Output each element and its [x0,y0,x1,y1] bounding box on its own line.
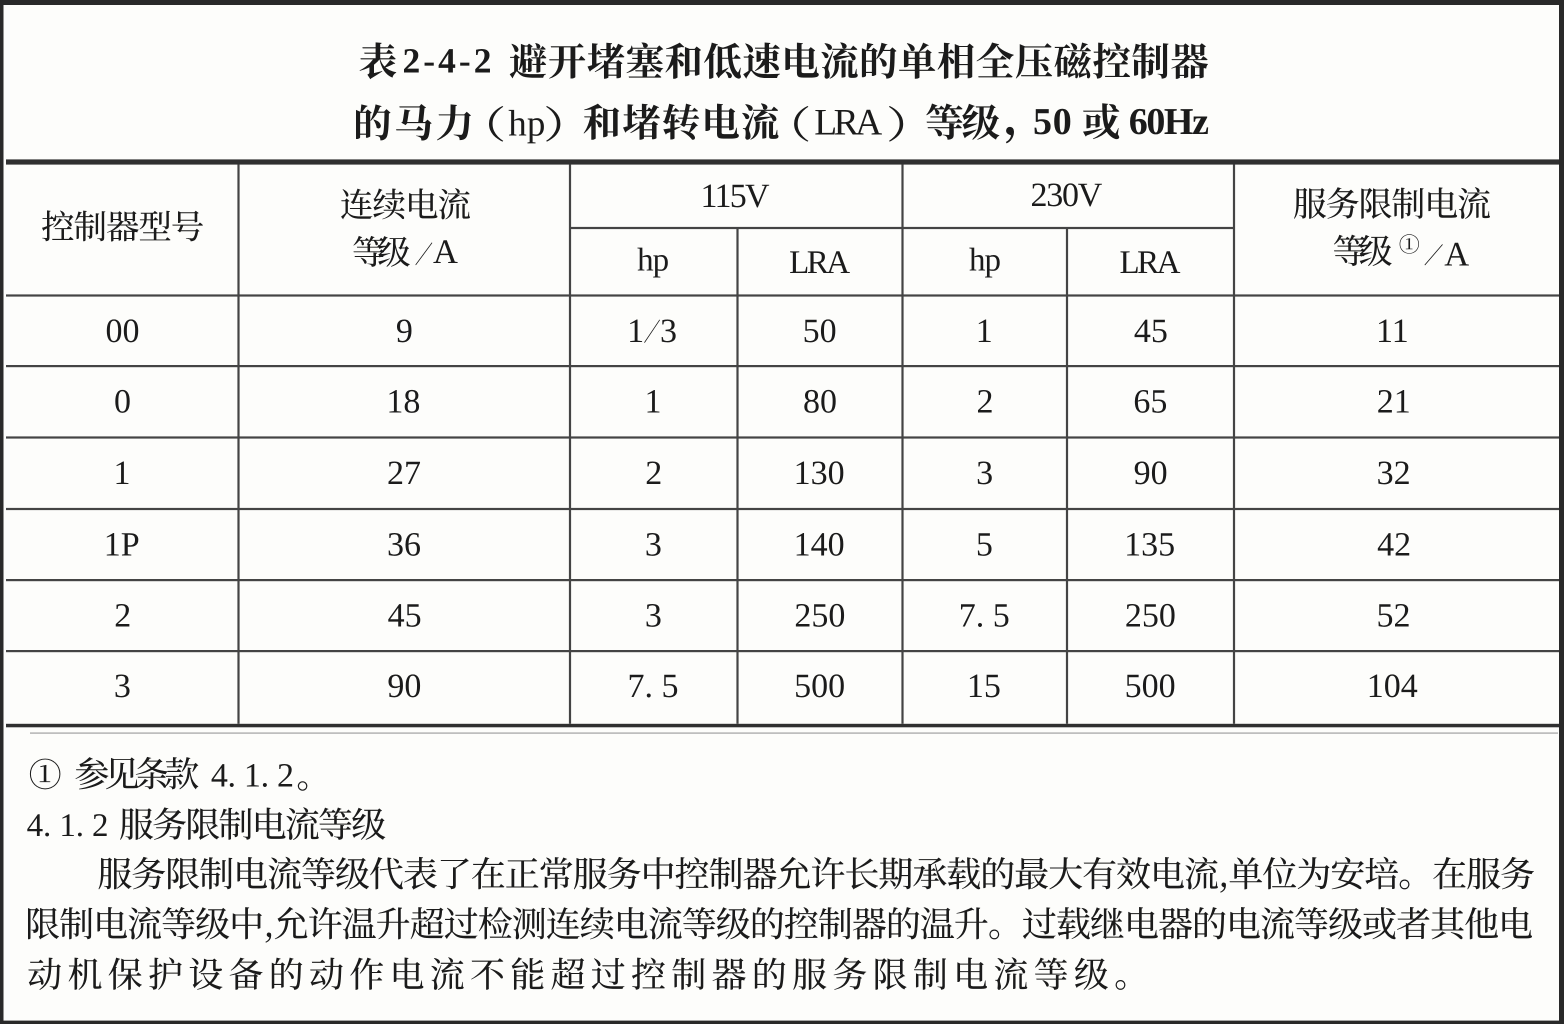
svg-text:1: 1 [645,384,662,421]
svg-text:hp: hp [508,104,545,145]
svg-text:1: 1 [976,313,993,350]
svg-text:A: A [1444,235,1469,273]
svg-text:hp: hp [969,243,1001,279]
svg-text:2: 2 [114,598,131,635]
svg-text:50: 50 [803,313,837,350]
svg-text:1: 1 [114,455,131,492]
svg-text:1P: 1P [104,527,140,564]
svg-text:9: 9 [396,313,413,350]
svg-text:1: 1 [627,313,644,350]
svg-text:42: 42 [1377,527,1411,564]
svg-text:90: 90 [387,668,421,705]
svg-text:250: 250 [1125,598,1176,635]
svg-text:135: 135 [1124,527,1175,564]
svg-text:104: 104 [1367,668,1418,705]
svg-text:36: 36 [387,527,421,564]
svg-text:0: 0 [114,384,131,421]
svg-text:00: 00 [106,313,140,350]
svg-text:250: 250 [794,598,845,635]
svg-text:5: 5 [976,527,993,564]
svg-text:130: 130 [794,455,845,492]
svg-text:45: 45 [1134,313,1168,350]
svg-text:80: 80 [803,384,837,421]
svg-text:3: 3 [645,527,662,564]
svg-text:500: 500 [1125,668,1176,705]
svg-text:LRA: LRA [789,245,850,281]
svg-text:LRA: LRA [814,103,882,144]
svg-text:hp: hp [637,243,669,279]
svg-text:65: 65 [1133,384,1167,421]
svg-text:18: 18 [386,384,420,421]
svg-text:60Hz: 60Hz [1129,101,1209,143]
svg-text:500: 500 [794,668,845,705]
svg-text:LRA: LRA [1119,245,1180,281]
svg-text:50: 50 [1033,101,1073,143]
svg-text:3: 3 [976,455,993,492]
svg-text:4. 1. 2: 4. 1. 2 [27,808,109,844]
svg-text:3: 3 [114,668,131,705]
svg-text:52: 52 [1376,598,1410,635]
svg-text:A: A [433,233,458,271]
svg-text:32: 32 [1377,455,1411,492]
svg-text:7. 5: 7. 5 [959,598,1010,635]
svg-text:2: 2 [976,384,993,421]
svg-text:11: 11 [1376,313,1409,350]
svg-text:2: 2 [645,455,662,492]
svg-text:140: 140 [794,527,845,564]
svg-text:7. 5: 7. 5 [628,668,679,705]
svg-text:230V: 230V [1031,177,1103,214]
svg-text:3: 3 [660,313,677,350]
svg-text:15: 15 [967,668,1001,705]
svg-text:115V: 115V [701,178,771,215]
svg-text:90: 90 [1134,455,1168,492]
svg-text:3: 3 [645,598,662,635]
svg-text:45: 45 [388,598,422,635]
svg-text:4. 1. 2: 4. 1. 2 [211,758,294,795]
svg-text:21: 21 [1377,384,1411,421]
svg-text:27: 27 [387,455,421,492]
svg-text:2-4-2: 2-4-2 [403,41,495,81]
